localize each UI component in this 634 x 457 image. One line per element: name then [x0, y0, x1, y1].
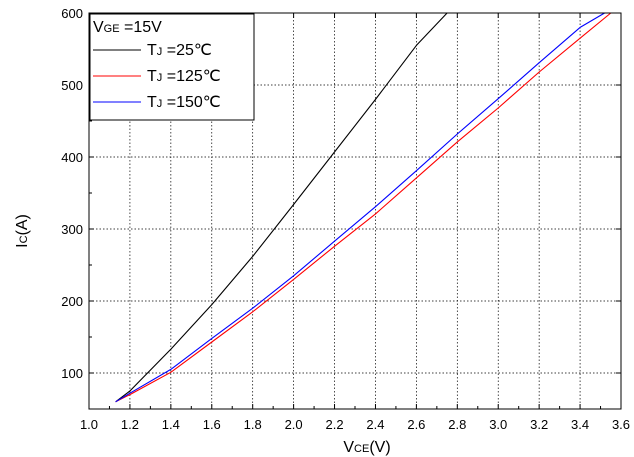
x-tick-label: 2.0 [285, 417, 303, 432]
x-tick-label: 3.6 [612, 417, 630, 432]
x-tick-label: 2.2 [325, 417, 343, 432]
y-tick-label: 200 [61, 294, 83, 309]
x-tick-label: 3.2 [530, 417, 548, 432]
axis-ticks: 1.0 1.2 1.4 1.6 1.8 2.0 2.2 2.4 2.6 2.8 3.0 3.2 3.4 3… [61, 6, 630, 432]
legend-label: TJ =125℃ [147, 68, 221, 85]
x-tick-label: 1.6 [203, 417, 221, 432]
series-line [115, 12, 612, 403]
y-tick-label: 600 [61, 6, 83, 21]
x-axis-title: VCE(V) [343, 439, 390, 456]
x-tick-label: 2.8 [448, 417, 466, 432]
series-line [115, 12, 448, 403]
legend: VGE =15V TJ =25℃ TJ =125℃ TJ =150℃ [89, 13, 255, 121]
series-line [115, 12, 605, 403]
y-tick-label: 500 [61, 78, 83, 93]
x-tick-label: 2.6 [407, 417, 425, 432]
legend-label: TJ =150℃ [147, 94, 221, 111]
legend-title: VGE =15V [93, 19, 162, 36]
x-tick-label: 3.4 [571, 417, 589, 432]
legend-label: TJ =25℃ [147, 42, 212, 59]
x-tick-label: 1.2 [121, 417, 139, 432]
series-layer [115, 12, 612, 403]
x-tick-label: 1.0 [80, 417, 98, 432]
y-tick-label: 300 [61, 222, 83, 237]
x-tick-label: 1.4 [162, 417, 180, 432]
x-tick-label: 1.8 [244, 417, 262, 432]
y-axis-title: IC(A) [14, 214, 31, 248]
grid-lines [89, 13, 621, 409]
x-tick-label: 3.0 [489, 417, 507, 432]
legend-entries: TJ =25℃ TJ =125℃ TJ =150℃ [93, 42, 221, 111]
x-tick-label: 2.4 [366, 417, 384, 432]
y-tick-label: 400 [61, 150, 83, 165]
y-tick-label: 100 [61, 366, 83, 381]
